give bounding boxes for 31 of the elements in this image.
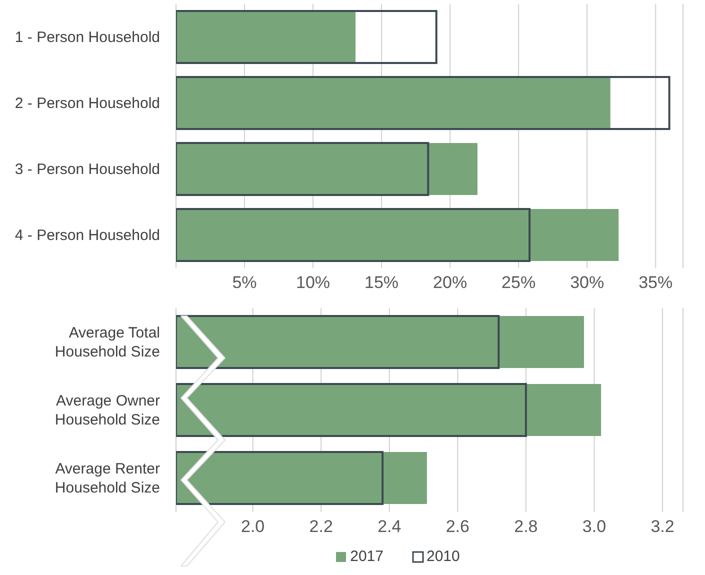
x-tick-label: 2.4: [378, 517, 402, 536]
bar: [176, 142, 430, 196]
y-tick-label: 2 - Person Household: [14, 95, 160, 112]
x-tick-label: 2.2: [309, 517, 333, 536]
bar: [176, 76, 670, 130]
x-tick-label: 5%: [232, 273, 257, 292]
legend-label: 2017: [350, 548, 384, 565]
y-tick-label: Average Renter Household Size: [54, 460, 160, 496]
x-tick-label: 2.8: [514, 517, 538, 536]
x-tick-label: 30%: [570, 273, 604, 292]
x-tick-label: 15%: [364, 273, 399, 292]
x-tick-label: 20%: [433, 273, 468, 292]
x-tick-label: 3.0: [582, 517, 606, 536]
y-tick-label: 4 - Person Household: [14, 227, 160, 244]
y-tick-label: 3 - Person Household: [14, 161, 160, 178]
bar: [176, 208, 531, 262]
bar: [176, 209, 619, 261]
legend-label: 2010: [426, 548, 460, 565]
x-tick-label: 25%: [502, 273, 536, 292]
bar: [176, 11, 356, 63]
x-tick-label: 10%: [296, 273, 330, 292]
x-tick-label: 35%: [638, 273, 673, 292]
y-tick-label: Average Owner Household Size: [54, 392, 160, 428]
bar: [176, 77, 610, 129]
x-tick-label: 2.6: [446, 517, 470, 536]
bar: [176, 143, 478, 195]
x-tick-label: 3.2: [650, 517, 674, 536]
x-tick-label: 2.0: [241, 517, 265, 536]
bar: [176, 10, 438, 64]
y-tick-label: Average Total Household Size: [54, 324, 160, 360]
y-tick-label: 1 - Person Household: [14, 29, 160, 46]
